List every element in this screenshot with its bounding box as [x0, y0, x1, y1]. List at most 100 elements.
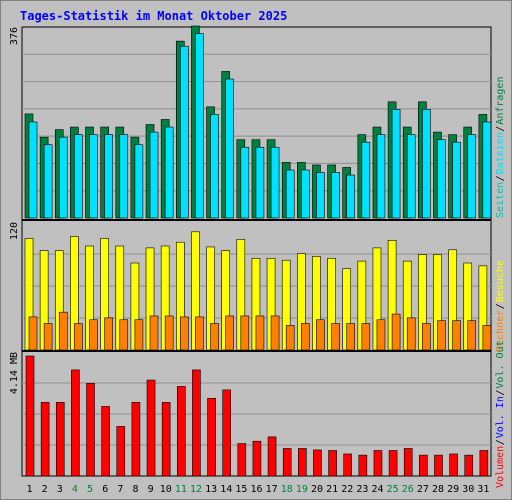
bar-rechner: [164, 315, 174, 351]
xtick-label: 22: [341, 484, 353, 495]
xtick-label: 21: [326, 484, 338, 495]
bar-dateien: [406, 134, 416, 219]
xtick-label: 4: [72, 484, 78, 495]
xtick-label: 1: [27, 484, 33, 495]
bar-dateien: [104, 134, 113, 219]
xtick-label: 16: [250, 484, 262, 495]
bar-rechner: [43, 323, 53, 351]
bar-dateien: [437, 139, 446, 219]
bar-volumen: [282, 448, 292, 477]
bar-dateien: [58, 136, 68, 219]
bar-dateien: [361, 141, 371, 219]
bar-rechner: [58, 311, 68, 351]
bar-rechner: [89, 319, 98, 351]
bar-dateien: [255, 146, 265, 219]
bar-volumen: [358, 454, 368, 477]
bar-dateien: [467, 134, 477, 219]
bar-rechner: [28, 316, 38, 351]
bar-volumen: [464, 454, 474, 477]
bar-dateien: [422, 109, 431, 219]
xtick-label: 9: [148, 484, 154, 495]
bar-volumen: [237, 443, 247, 477]
bar-volumen: [434, 454, 443, 477]
bar-volumen: [267, 436, 277, 477]
xtick-label: 24: [372, 484, 384, 495]
bar-volumen: [343, 453, 353, 477]
bar-volumen: [388, 450, 398, 477]
bar-rechner: [270, 315, 280, 351]
bar-volumen: [328, 450, 337, 477]
chart-title: Tages-Statistik im Monat Oktober 2025: [20, 9, 287, 23]
bar-dateien: [301, 169, 310, 219]
bar-volumen: [101, 406, 110, 477]
bar-dateien: [316, 172, 325, 219]
xtick-label: 31: [477, 484, 489, 495]
bar-dateien: [119, 134, 129, 219]
xtick-label: 28: [432, 484, 444, 495]
bar-dateien: [195, 33, 204, 219]
bar-volumen: [176, 386, 186, 477]
bar-volumen: [25, 355, 35, 477]
bar-rechner: [422, 323, 431, 351]
xtick-label: 3: [57, 484, 63, 495]
xtick-label: 6: [102, 484, 108, 495]
xtick-label: 29: [447, 484, 459, 495]
xtick-label: 10: [160, 484, 172, 495]
bar-volumen: [207, 398, 216, 477]
bar-dateien: [43, 144, 53, 219]
bar-dateien: [28, 121, 38, 219]
xtick-label: 14: [220, 484, 232, 495]
bar-dateien: [89, 134, 98, 219]
legend-label-rechner: Rechner: [495, 310, 506, 352]
bar-rechner: [376, 319, 386, 351]
bar-rechner: [240, 315, 250, 351]
bar-dateien: [149, 131, 159, 219]
legend-label-dateien: Dateien: [495, 132, 506, 174]
bar-rechner: [119, 319, 129, 351]
xtick-label: 8: [132, 484, 138, 495]
bar-rechner: [361, 323, 371, 351]
legend-separator: /: [495, 126, 506, 132]
bar-dateien: [482, 121, 492, 219]
legend-separator: /: [495, 175, 506, 181]
bar-volumen: [298, 448, 307, 477]
bar-dateien: [179, 45, 189, 219]
bar-volumen: [161, 402, 171, 477]
xtick-label: 25: [387, 484, 399, 495]
xtick-label: 12: [190, 484, 202, 495]
bar-rechner: [437, 320, 446, 351]
bar-volumen: [313, 449, 322, 477]
legend-separator: /: [495, 390, 506, 396]
bar-dateien: [331, 172, 340, 219]
bar-volumen: [403, 448, 413, 477]
bar-rechner: [391, 313, 401, 351]
bar-rechner: [210, 323, 219, 351]
ytick-label-visits: 120: [9, 222, 20, 240]
legend-label-vol-in: Vol. In: [495, 396, 506, 438]
xtick-label: 26: [402, 484, 414, 495]
xtick-label: 2: [42, 484, 48, 495]
bar-rechner: [195, 316, 204, 351]
legend-label-vol-out: Vol. Out: [495, 340, 506, 388]
xtick-label: 30: [462, 484, 474, 495]
legend-separator: /: [495, 303, 506, 309]
bar-rechner: [406, 317, 416, 351]
bar-dateien: [225, 78, 234, 219]
bar-volumen: [252, 440, 262, 477]
xtick-label: 13: [205, 484, 217, 495]
bar-volumen: [116, 426, 126, 477]
bar-volumen: [131, 402, 141, 477]
bar-dateien: [210, 114, 219, 219]
bar-rechner: [255, 315, 265, 351]
bar-rechner: [331, 323, 340, 351]
bar-rechner: [301, 323, 310, 351]
bar-dateien: [74, 134, 83, 219]
legend-label-seiten: Seiten: [495, 182, 506, 218]
bar-volumen: [146, 379, 156, 477]
xtick-label: 5: [87, 484, 93, 495]
bar-dateien: [240, 146, 250, 219]
bar-volumen: [222, 389, 231, 477]
bar-rechner: [74, 323, 83, 351]
bar-rechner: [467, 320, 477, 351]
